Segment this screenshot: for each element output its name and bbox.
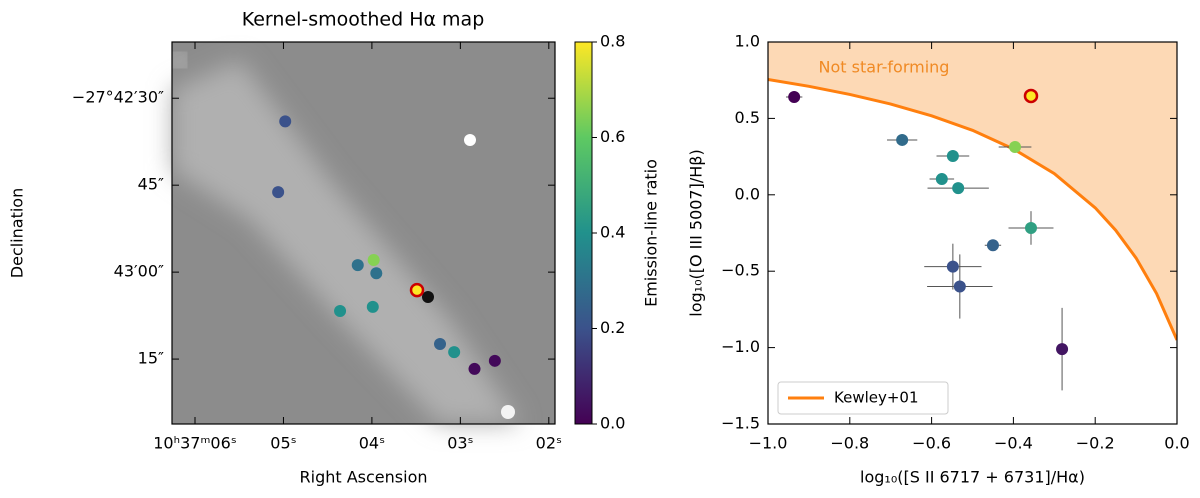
y-axis-label: log₁₀([O III 5007]/Hβ) <box>687 149 706 316</box>
map-blob <box>172 53 186 67</box>
colorbar-tick-label: 0.0 <box>600 414 625 433</box>
data-point <box>448 346 461 359</box>
x-axis-label: Right Ascension <box>300 468 428 487</box>
data-point <box>409 282 425 298</box>
y-tick-label: 1.0 <box>735 32 760 51</box>
data-point <box>986 239 999 252</box>
data-point <box>434 338 447 351</box>
data-point <box>953 280 966 293</box>
x-tick-label: −0.6 <box>912 434 951 453</box>
x-tick-label: 04ˢ <box>359 434 385 453</box>
y-tick-label: −0.5 <box>721 261 760 280</box>
axes-frame <box>767 41 1178 425</box>
x-tick-label: −0.4 <box>994 434 1033 453</box>
x-tick-label: 05ˢ <box>270 434 296 453</box>
x-tick-label: −0.2 <box>1076 434 1115 453</box>
data-point <box>468 362 481 375</box>
x-tick-label: 0.0 <box>1164 434 1189 453</box>
data-point <box>1009 140 1022 153</box>
x-tick-label: −0.8 <box>830 434 869 453</box>
colorbar <box>574 41 593 425</box>
data-point <box>896 133 909 146</box>
data-point <box>952 182 965 195</box>
map-band <box>172 60 520 424</box>
y-tick-label: −1.5 <box>721 414 760 433</box>
not-star-forming-region <box>768 42 1177 340</box>
data-point <box>488 354 501 367</box>
data-point <box>788 91 801 104</box>
map-title: Kernel-smoothed Hα map <box>242 9 485 31</box>
y-tick-label: 45″ <box>138 175 164 194</box>
annotation: Not star-forming <box>819 58 950 77</box>
map-blob <box>422 291 434 303</box>
map-blob <box>501 405 515 419</box>
map-image <box>172 42 555 424</box>
data-point <box>1023 88 1039 104</box>
data-point <box>351 259 364 272</box>
data-point <box>946 260 959 273</box>
colorbar-tick-label: 0.2 <box>600 318 625 337</box>
data-point <box>1024 221 1037 234</box>
y-tick-label: −27°42′30″ <box>72 88 164 107</box>
data-point <box>334 304 347 317</box>
x-axis-label: log₁₀([S II 6717 + 6731]/Hα) <box>860 468 1085 487</box>
x-tick-label: 02ˢ <box>536 434 562 453</box>
x-tick-label: −1.0 <box>749 434 788 453</box>
colorbar-tick-label: 0.4 <box>600 223 625 242</box>
data-point <box>946 149 959 162</box>
colorbar-tick-label: 0.8 <box>600 32 625 51</box>
y-tick-label: 15″ <box>138 349 164 368</box>
data-point <box>1056 343 1069 356</box>
data-point <box>370 267 383 280</box>
x-tick-label: 03ˢ <box>447 434 473 453</box>
x-tick-label: 10ʰ37ᵐ06ˢ <box>153 434 237 453</box>
y-axis-label: Declination <box>8 188 27 278</box>
colorbar-label: Emission-line ratio <box>642 159 661 307</box>
legend-label: Kewley+01 <box>834 389 919 407</box>
y-tick-label: 0.0 <box>735 184 760 203</box>
data-point <box>279 115 292 128</box>
y-tick-label: 0.5 <box>735 108 760 127</box>
data-point <box>367 253 380 266</box>
axes <box>768 42 1177 391</box>
data-point <box>935 173 948 186</box>
axes-frame <box>171 41 556 425</box>
legend-box <box>777 381 949 415</box>
data-point <box>272 186 285 199</box>
axes <box>272 115 501 375</box>
y-tick-label: −1.0 <box>721 337 760 356</box>
map-blob <box>464 134 476 146</box>
data-point <box>366 300 379 313</box>
colorbar-tick-label: 0.6 <box>600 127 625 146</box>
y-tick-label: 43′00″ <box>114 262 164 281</box>
